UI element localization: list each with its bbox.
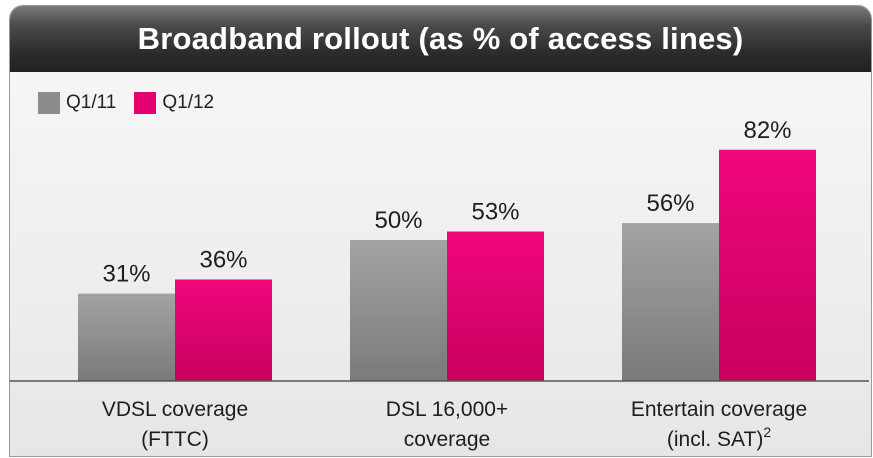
data-label-q1-12-1: 53% — [471, 199, 519, 226]
data-label-q1-12-2: 82% — [743, 117, 791, 144]
legend-item-q1-11: Q1/11 — [38, 92, 116, 114]
bar-q1-12-0 — [175, 279, 272, 381]
legend-swatch-q1-12 — [134, 92, 157, 114]
legend-label-q1-11: Q1/11 — [66, 92, 117, 113]
category-label-2-line2: (incl. SAT)2 — [667, 424, 771, 451]
chart-title: Broadband rollout (as % of access lines) — [137, 21, 744, 56]
bar-q1-11-1 — [350, 240, 447, 381]
footnote-marker: 2 — [763, 424, 771, 440]
title-bar: Broadband rollout (as % of access lines) — [10, 6, 871, 72]
legend-item-q1-12: Q1/12 — [134, 92, 214, 114]
category-label-1-line2: coverage — [404, 428, 490, 451]
data-label-q1-11-0: 31% — [102, 261, 150, 288]
bar-q1-12-1 — [447, 231, 544, 381]
category-label-2-line1: Entertain coverage — [631, 398, 807, 421]
category-label-0-line2: (FTTC) — [141, 428, 209, 451]
data-label-q1-11-1: 50% — [374, 207, 422, 234]
bar-q1-12-2 — [719, 149, 816, 381]
data-label-q1-11-2: 56% — [646, 190, 694, 217]
category-label-1-line1: DSL 16,000+ — [386, 398, 508, 421]
bar-q1-11-2 — [622, 223, 719, 381]
legend: Q1/11 Q1/12 — [38, 92, 214, 114]
legend-swatch-q1-11 — [38, 92, 60, 114]
bar-q1-11-0 — [78, 293, 175, 381]
category-label-0-line1: VDSL coverage — [102, 398, 248, 421]
legend-label-q1-12: Q1/12 — [162, 92, 215, 113]
data-label-q1-12-0: 36% — [199, 246, 247, 273]
